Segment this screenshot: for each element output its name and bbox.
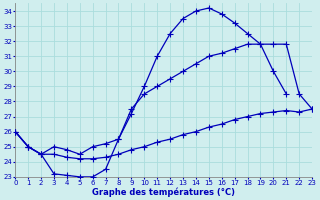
X-axis label: Graphe des températures (°C): Graphe des températures (°C) <box>92 187 235 197</box>
